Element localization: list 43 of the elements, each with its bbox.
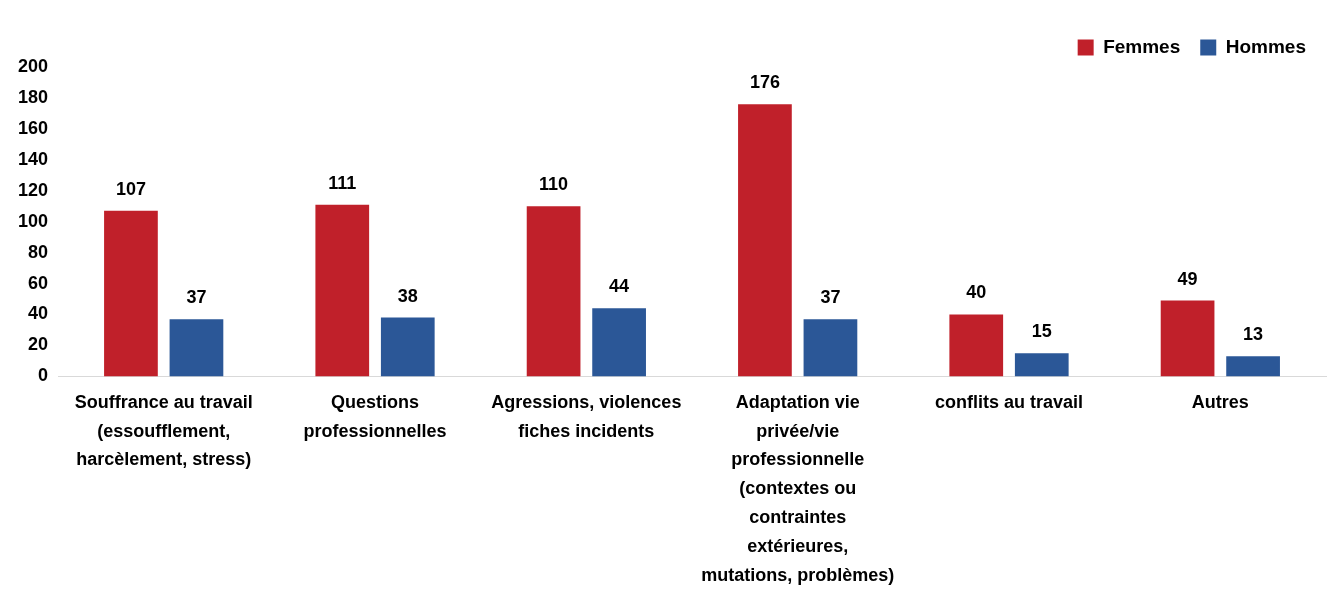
bar xyxy=(380,317,435,377)
y-tick-label: 80 xyxy=(28,241,49,262)
y-tick-label: 20 xyxy=(28,334,49,355)
bar xyxy=(315,204,370,377)
x-tick-label: Souffrance au travail (essoufflement, harcèlement, stress) xyxy=(74,391,253,470)
y-tick-label: 120 xyxy=(17,179,49,200)
data-label: 49 xyxy=(1177,268,1198,289)
x-tick-label: Agressions, violences fiches incidents xyxy=(491,391,682,441)
legend-label: Femmes xyxy=(1103,35,1181,57)
bar xyxy=(592,308,646,377)
bar xyxy=(949,314,1004,377)
data-label: 38 xyxy=(397,285,418,306)
data-label: 176 xyxy=(749,72,780,93)
bar xyxy=(1226,356,1280,377)
y-tick-label: 200 xyxy=(17,55,49,76)
bar xyxy=(104,210,158,377)
bar xyxy=(1160,300,1215,377)
bar xyxy=(526,206,581,377)
y-tick-label: 160 xyxy=(17,117,49,138)
bar xyxy=(169,319,224,377)
bar xyxy=(803,319,858,377)
y-tick-label: 0 xyxy=(38,365,49,386)
x-tick-label: Autres xyxy=(1191,391,1249,412)
data-label: 107 xyxy=(115,178,146,199)
data-label: 40 xyxy=(966,282,987,303)
y-tick-label: 140 xyxy=(17,148,49,169)
data-label: 44 xyxy=(609,276,630,297)
y-tick-label: 60 xyxy=(28,272,49,293)
data-label: 37 xyxy=(186,287,207,308)
y-tick-label: 40 xyxy=(28,303,49,324)
bar xyxy=(1014,353,1069,377)
data-label: 110 xyxy=(539,174,569,195)
legend-label: Hommes xyxy=(1225,35,1306,57)
y-tick-label: 180 xyxy=(17,86,49,107)
data-label: 37 xyxy=(820,287,841,308)
bar xyxy=(738,104,792,377)
y-tick-label: 100 xyxy=(17,210,49,231)
data-label: 111 xyxy=(328,172,357,193)
x-tick-label: Adaptation vie privée/vie professionnelle (contextes ou contraintes extérieures, mutations, problèmes) xyxy=(701,391,895,585)
data-label: 13 xyxy=(1243,324,1264,345)
x-tick-label: Questions professionnelles xyxy=(303,391,447,441)
x-tick-label: conflits au travail xyxy=(934,391,1084,412)
data-label: 15 xyxy=(1031,321,1052,342)
